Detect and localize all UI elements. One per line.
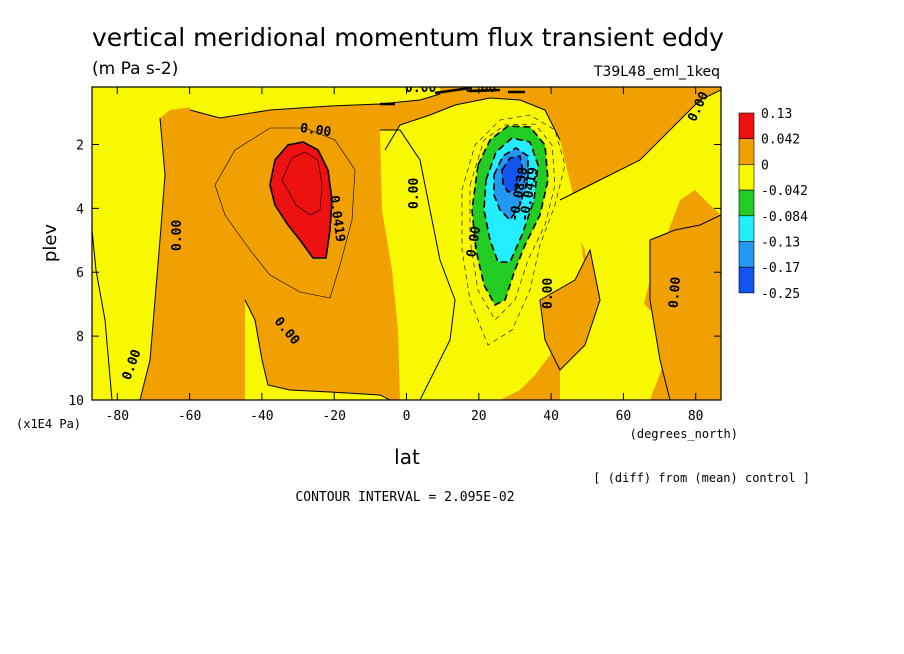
chart-units: (m Pa s-2) [92,59,178,79]
x-axis-units: (degrees_north) [630,427,738,441]
x-axis-label: lat [394,445,420,469]
band-yellow-south-polar [92,87,300,400]
axis-ticks: -80 -60 -40 -20 0 20 40 60 80 2 4 6 8 10 [68,87,721,424]
x-tick-label: -40 [250,409,273,424]
y-tick-label: 4 [76,202,84,217]
colorbar-swatch [738,164,755,191]
contour-label: 0.00 [170,220,185,251]
y-tick-label: 10 [68,394,84,409]
contour-label: 0.00 [541,278,556,309]
contour-field: 0.00 0.00 0.00 0.00 0.00 0.00 0.00 0.00 … [92,81,721,400]
colorbar-swatch [738,138,755,165]
colorbar-label: 0.13 [761,107,792,122]
band-yellow-equator [380,130,455,400]
x-tick-label: 80 [688,409,704,424]
colorbar-label: -0.25 [761,287,800,302]
band-yellow-left-low [245,300,390,400]
y-axis-label: plev [40,224,61,263]
diff-note: [ (diff) from (mean) control ] [593,471,810,485]
x-tick-label: 20 [471,409,487,424]
colorbar-label: -0.13 [761,236,800,251]
band-blue [502,156,523,192]
contour-label: 0.00 [667,276,685,309]
x-tick-label: -20 [322,409,345,424]
x-tick-label: -60 [178,409,201,424]
colorbar-swatch [738,112,755,140]
run-id: T39L48_eml_1keq [593,64,720,80]
colorbar-swatch [738,189,755,217]
colorbar: 0.13 0.042 0 -0.042 -0.084 -0.13 -0.17 -0.25 [738,107,808,302]
colorbar-label: -0.084 [761,210,808,225]
colorbar-swatch [738,241,755,268]
colorbar-label: -0.042 [761,184,808,199]
y-axis-units: (x1E4 Pa) [16,417,81,431]
band-red [270,142,332,258]
colorbar-swatch [738,266,755,294]
colorbar-label: -0.17 [761,261,800,276]
x-tick-label: -80 [106,409,129,424]
colorbar-label: 0.042 [761,133,800,148]
y-tick-label: 6 [76,266,84,281]
x-tick-label: 0 [403,409,411,424]
contour-label: 0.00 [465,81,496,96]
y-tick-label: 8 [76,330,84,345]
contour-label: 0.00 [405,81,436,96]
band-orange-north [650,215,721,400]
contour-interval: CONTOUR INTERVAL = 2.095E-02 [295,490,514,505]
chart-title: vertical meridional momentum flux transi… [92,23,724,52]
y-tick-label: 2 [76,138,84,153]
contour-label: 0.00 [407,178,422,209]
band-yellow-north-polar [92,87,112,400]
contour-label: 0.00 [299,121,332,140]
contour-label: 0.0419 [326,194,347,243]
x-tick-label: 40 [543,409,559,424]
contour-label: 0.00 [464,225,484,259]
x-tick-label: 60 [616,409,632,424]
band-yellow-top-strip [190,87,440,118]
colorbar-label: 0 [761,158,769,173]
band-orange-mid [540,250,600,370]
colorbar-swatch [738,215,755,242]
